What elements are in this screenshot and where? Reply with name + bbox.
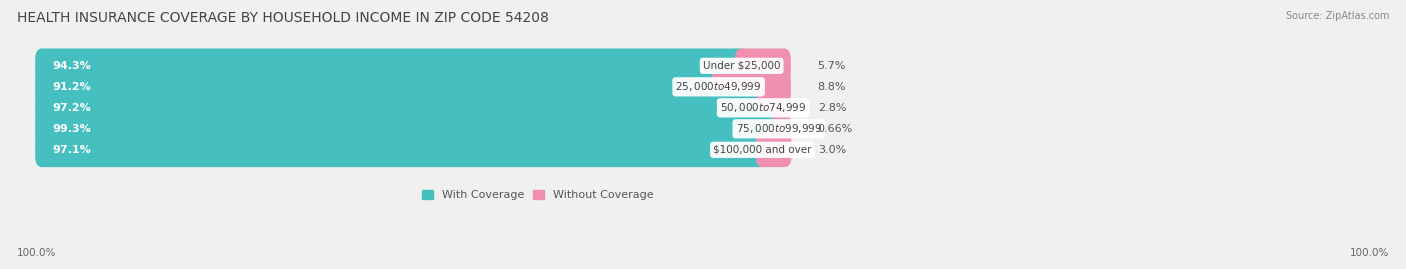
FancyBboxPatch shape [35, 90, 770, 125]
Text: 3.0%: 3.0% [818, 145, 846, 155]
Text: $50,000 to $74,999: $50,000 to $74,999 [720, 101, 806, 114]
FancyBboxPatch shape [711, 69, 790, 104]
Text: 91.2%: 91.2% [53, 82, 91, 92]
FancyBboxPatch shape [35, 111, 790, 146]
FancyBboxPatch shape [35, 133, 769, 167]
FancyBboxPatch shape [772, 111, 790, 146]
Text: 97.2%: 97.2% [53, 103, 91, 113]
FancyBboxPatch shape [755, 133, 792, 167]
Legend: With Coverage, Without Coverage: With Coverage, Without Coverage [422, 190, 654, 200]
Text: $75,000 to $99,999: $75,000 to $99,999 [735, 122, 823, 135]
Text: $100,000 and over: $100,000 and over [713, 145, 811, 155]
Text: 97.1%: 97.1% [53, 145, 91, 155]
Text: 8.8%: 8.8% [818, 82, 846, 92]
FancyBboxPatch shape [35, 133, 790, 167]
Text: 99.3%: 99.3% [53, 124, 91, 134]
Text: 5.7%: 5.7% [818, 61, 846, 71]
FancyBboxPatch shape [735, 48, 790, 83]
Text: Under $25,000: Under $25,000 [703, 61, 780, 71]
FancyBboxPatch shape [35, 90, 790, 125]
Text: 2.8%: 2.8% [818, 103, 846, 113]
Text: HEALTH INSURANCE COVERAGE BY HOUSEHOLD INCOME IN ZIP CODE 54208: HEALTH INSURANCE COVERAGE BY HOUSEHOLD I… [17, 11, 548, 25]
Text: 0.66%: 0.66% [817, 124, 852, 134]
Text: 94.3%: 94.3% [53, 61, 91, 71]
FancyBboxPatch shape [756, 90, 790, 125]
FancyBboxPatch shape [35, 48, 790, 83]
Text: $25,000 to $49,999: $25,000 to $49,999 [675, 80, 762, 93]
Text: 100.0%: 100.0% [17, 248, 56, 258]
Text: 100.0%: 100.0% [1350, 248, 1389, 258]
FancyBboxPatch shape [35, 69, 725, 104]
FancyBboxPatch shape [35, 111, 786, 146]
FancyBboxPatch shape [35, 48, 748, 83]
Text: Source: ZipAtlas.com: Source: ZipAtlas.com [1285, 11, 1389, 21]
FancyBboxPatch shape [35, 69, 790, 104]
